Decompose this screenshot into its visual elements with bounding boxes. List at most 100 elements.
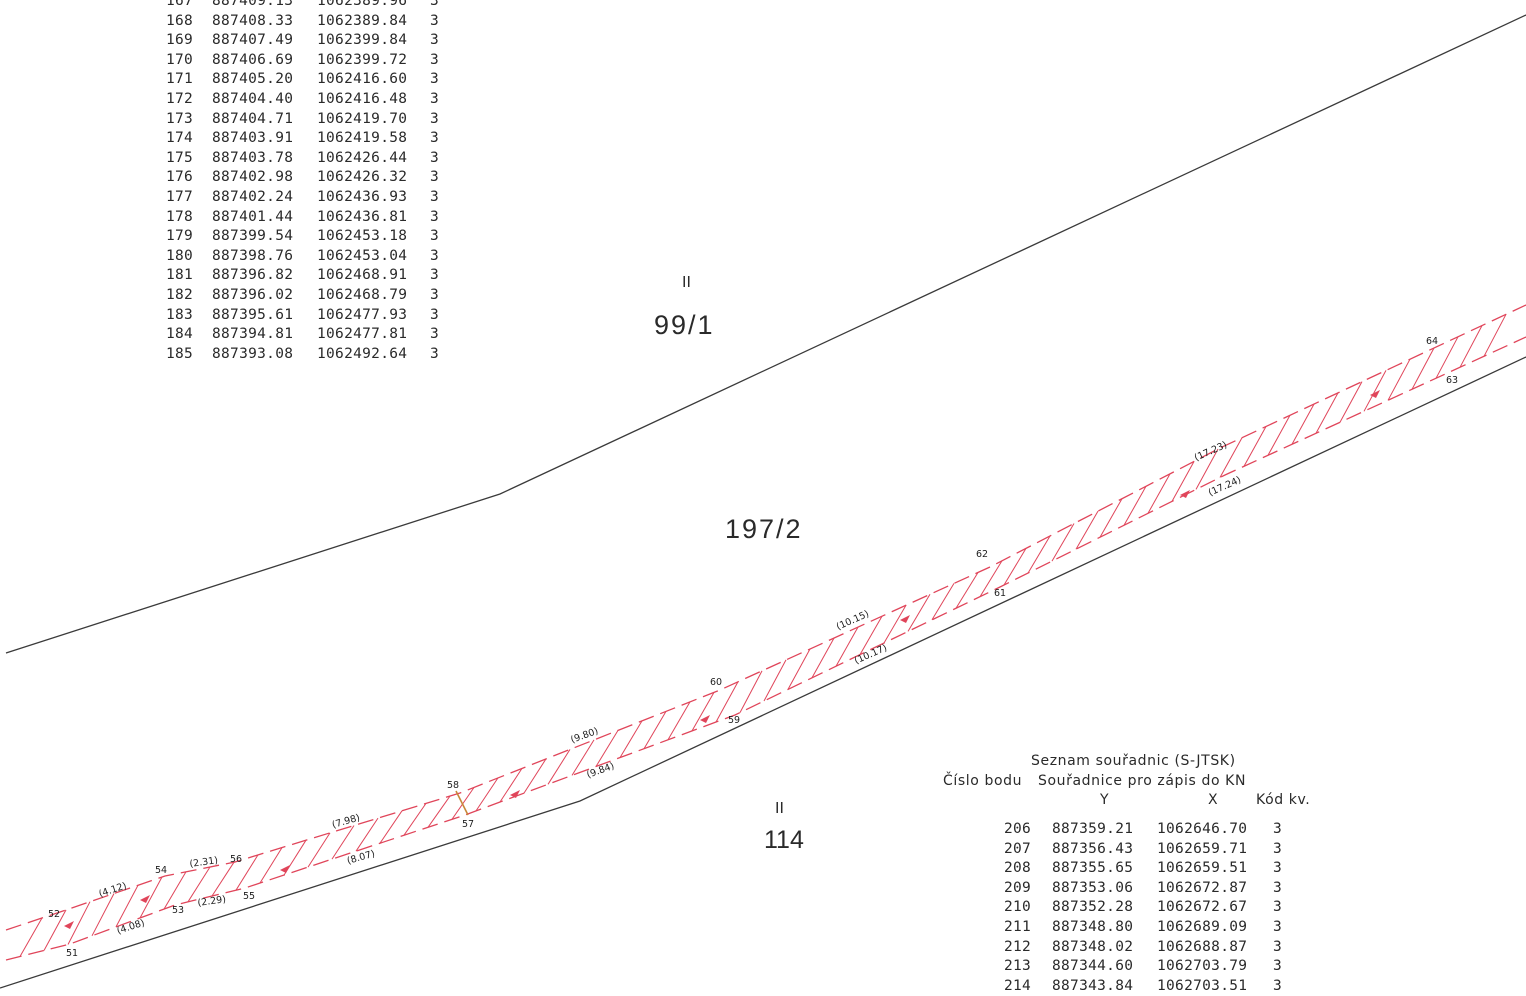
hatch-line	[1243, 426, 1267, 467]
table-row: 183 887395.61 1062477.93 3	[166, 306, 440, 323]
header-coordinates: Souřadnice pro zápis do KN	[1038, 773, 1247, 789]
hatch-line	[811, 637, 835, 679]
point-label: 59	[728, 715, 740, 726]
hatch-line	[619, 720, 643, 758]
distance-label: (9.80)	[569, 726, 600, 746]
hatch-line	[763, 659, 787, 702]
point-label: 51	[66, 948, 78, 959]
hatch-line	[571, 739, 595, 776]
hatch-line	[331, 825, 355, 860]
hatch-line	[211, 861, 235, 897]
hatch-line	[523, 758, 547, 794]
table-row: 208 887355.65 1062659.51 3	[1004, 860, 1283, 877]
hatch-line	[91, 893, 115, 937]
hatch-line	[1267, 415, 1291, 456]
table-row: 177 887402.24 1062436.93 3	[166, 188, 440, 205]
table-row: 168 887408.33 1062389.84 3	[166, 12, 440, 29]
hatch-line	[595, 730, 619, 767]
point-label: 63	[1446, 375, 1458, 386]
hatch-line	[955, 572, 979, 609]
hatch-line	[1483, 314, 1507, 357]
hatch-line	[715, 681, 739, 723]
table-row: 167 887409.13 1062389.96 3	[166, 0, 440, 9]
hatch-line	[355, 817, 379, 852]
point-label: 55	[243, 891, 255, 902]
table-row: 213 887344.60 1062703.79 3	[1004, 958, 1283, 975]
point-label: 61	[994, 588, 1006, 599]
hatch-line	[1219, 437, 1243, 478]
hatch-line	[787, 648, 811, 690]
hatch-line	[1387, 358, 1411, 401]
table-row: 175 887403.78 1062426.44 3	[166, 149, 440, 166]
hatch-line	[43, 909, 67, 951]
hatch-line	[1291, 403, 1315, 445]
distance-label: (4.08)	[116, 918, 147, 937]
hatch-line	[1435, 336, 1459, 379]
hatch-line	[907, 594, 931, 632]
hatch-line	[1003, 548, 1027, 586]
easement-strip	[5, 304, 1526, 961]
hatch-line	[259, 847, 283, 884]
hatch-line	[19, 917, 43, 957]
hatch-line	[115, 885, 139, 928]
easement-lower-edge	[5, 336, 1526, 961]
hatch-line	[979, 560, 1003, 597]
table-row: 211 887348.80 1062689.09 3	[1004, 918, 1283, 935]
hatch-line	[883, 605, 907, 644]
header-code: Kód kv.	[1256, 792, 1311, 808]
hatch-line	[547, 749, 571, 785]
point-label: 57	[462, 819, 474, 830]
table-title: Seznam souřadnic (S-JTSK)	[1031, 753, 1236, 769]
table-row: 181 887396.82 1062468.91 3	[166, 267, 440, 284]
distance-label: (17.24)	[1207, 475, 1243, 499]
point-label: 52	[48, 909, 60, 920]
hatch-line	[187, 866, 211, 903]
parcel-99-1-sign: II	[682, 274, 691, 291]
table-row: 173 887404.71 1062419.70 3	[166, 110, 440, 127]
distance-label: (2.29)	[197, 894, 227, 909]
hatch-line	[1315, 392, 1339, 434]
header-x: X	[1208, 792, 1219, 808]
coordinate-table-top: 167 887409.13 1062389.96 3 168 887408.33 1062…	[166, 0, 450, 364]
table-row: 176 887402.98 1062426.32 3	[166, 169, 440, 186]
hatch-line	[1195, 448, 1219, 490]
hatch-line	[139, 876, 163, 919]
hatch-line	[67, 901, 91, 945]
hatch-line	[1123, 486, 1147, 526]
header-point-number: Číslo bodu	[943, 773, 1023, 789]
hatch-line	[859, 615, 883, 655]
table-row: 182 887396.02 1062468.79 3	[166, 286, 440, 303]
distance-label: (4.12)	[98, 881, 129, 900]
hatch-line	[739, 670, 763, 713]
parcel-114-sign: II	[775, 800, 784, 817]
hatch-line	[667, 701, 691, 741]
point-label: 53	[172, 905, 184, 916]
table-row: 214 887343.84 1062703.51 3	[1004, 977, 1283, 994]
coordinate-table-bottom: 206 887359.21 1062646.70 3 207 887356.43 1062…	[1004, 820, 1293, 996]
point-label: 58	[447, 780, 459, 791]
hatch-line	[475, 777, 499, 812]
distance-label: (17.23)	[1193, 440, 1229, 464]
header-y: Y	[1100, 792, 1110, 808]
table-row: 169 887407.49 1062399.84 3	[166, 32, 440, 49]
table-row: 207 887356.43 1062659.71 3	[1004, 840, 1283, 857]
hatch-line	[235, 854, 259, 891]
table-row: 212 887348.02 1062688.87 3	[1004, 938, 1283, 955]
table-row: 172 887404.40 1062416.48 3	[166, 90, 440, 107]
hatch-line	[931, 583, 955, 621]
hatch-line	[643, 711, 667, 749]
hatch-line	[1075, 510, 1099, 550]
point-numbers: 51 52 53 54 55 56 57 58 59 60 61 62 63 6…	[48, 336, 1458, 959]
table-row: 174 887403.91 1062419.58 3	[166, 130, 440, 147]
table-row: 185 887393.08 1062492.64 3	[166, 345, 440, 362]
hatch-line	[427, 795, 451, 828]
hatch-line	[1171, 461, 1195, 502]
point-label: 56	[230, 854, 242, 865]
table-row: 171 887405.20 1062416.60 3	[166, 71, 440, 88]
table-row: 180 887398.76 1062453.04 3	[166, 247, 440, 264]
point-label: 62	[976, 549, 988, 560]
easement-hatching	[19, 314, 1507, 957]
table-row: 178 887401.44 1062436.81 3	[166, 208, 440, 225]
point-label: 60	[710, 677, 722, 688]
